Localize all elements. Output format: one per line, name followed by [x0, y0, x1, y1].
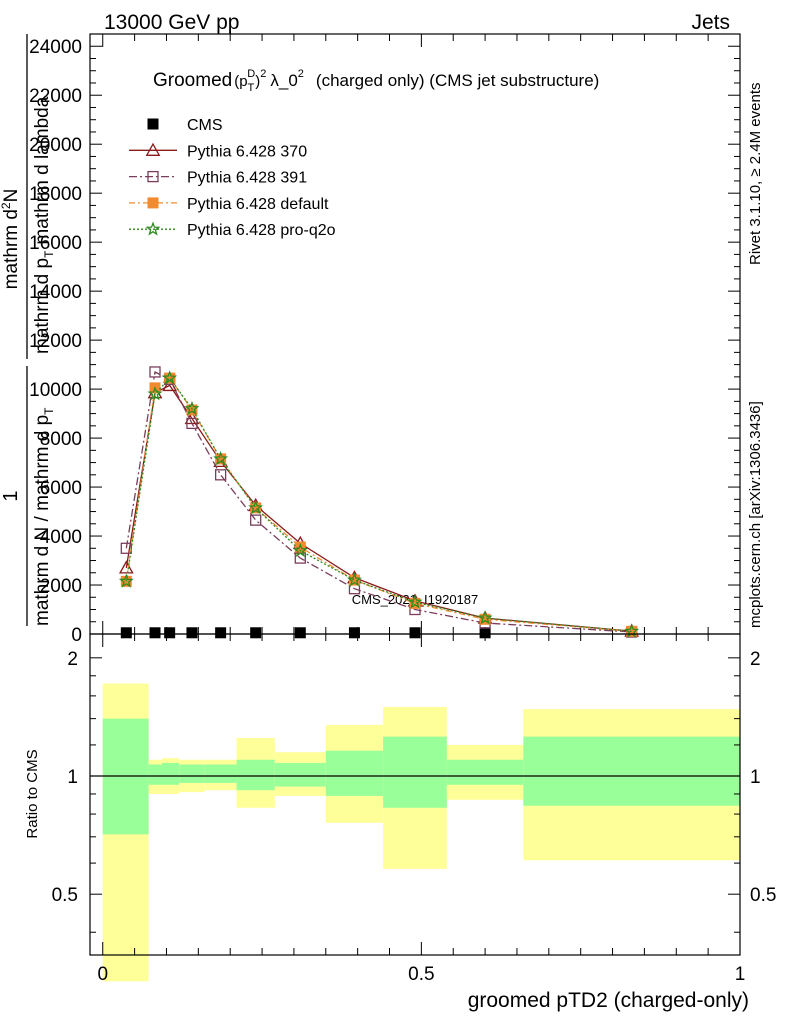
series-0-point-8 [409, 627, 421, 639]
main-ytick-label-5: 10000 [29, 380, 82, 401]
main-ytick-label-1: 2000 [40, 576, 82, 597]
side-text-rivet: Rivet 3.1.10, ≥ 2.4M events [747, 83, 764, 266]
legend-marker-0 [147, 118, 159, 130]
series-2-point-3 [186, 417, 198, 430]
legend-marker-3 [147, 197, 159, 209]
ratio-band-inner-9 [446, 759, 524, 785]
series-4-point-3 [184, 400, 200, 416]
ratio-ytick-label-left-1: 1 [67, 767, 78, 788]
legend-marker-1 [145, 142, 161, 156]
series-0-point-2 [164, 627, 176, 639]
main-ytick-label-6: 12000 [29, 331, 82, 352]
ratio-band-inner-5 [236, 759, 275, 791]
legend-marker-4 [145, 221, 161, 236]
x-axis-label: groomed pTD2 (charged-only) [468, 989, 749, 1012]
ratio-ytick-label-left-2: 2 [67, 649, 78, 670]
ratio-band-inner-8 [383, 736, 447, 808]
main-ytick-label-2: 4000 [40, 527, 82, 548]
main-ytick-label-8: 16000 [29, 233, 82, 254]
series-3-point-3 [186, 404, 198, 416]
series-4-point-9 [477, 610, 493, 625]
series-4-point-7 [346, 572, 362, 587]
series-0-point-3 [186, 627, 198, 639]
series-0-point-1 [149, 627, 161, 639]
side-text-mcplots: mcplots.cern.ch [arXiv:1306.3436] [747, 401, 764, 628]
ylabel-num: 1 [0, 490, 22, 501]
main-ytick-label-0: 0 [71, 625, 82, 646]
chart-title: Groomed (pTD)2 λ_02 (charged only) (CMS jet… [153, 68, 599, 94]
series-2-point-5 [250, 514, 262, 526]
series-4-point-2 [162, 370, 178, 385]
series-0-point-5 [250, 627, 262, 639]
legend-label-4: Pythia 6.428 pro-q2o [187, 222, 336, 239]
legend-label-0: CMS [187, 117, 223, 134]
ylabel-num2: mathrm d2N [0, 189, 22, 290]
series-4-point-0 [118, 573, 134, 588]
ratio-xtick-label-1: 0.5 [408, 964, 434, 985]
ratio-y-axis-label: Ratio to CMS [24, 749, 41, 838]
ratio-plot-area: 0 0.5 1 0.5 0.5 1 1 2 2 [52, 633, 776, 985]
main-ytick-label-4: 8000 [40, 429, 82, 450]
ylabel-den2: mathrm d pTmathrm d lambda [32, 96, 56, 354]
ratio-band-inner-10 [523, 736, 740, 806]
main-ytick-label-3: 6000 [40, 478, 82, 499]
legend-label-1: Pythia 6.428 370 [187, 143, 307, 160]
legend: CMS Pythia 6.428 370 Pythia 6.428 391 Pythi… [129, 117, 336, 239]
series-2-point-4 [214, 469, 227, 481]
series-4-point-5 [248, 500, 264, 515]
ylabel-den: mathrm d N / mathrm d pT [32, 407, 56, 626]
series-3-point-6 [294, 541, 306, 553]
ratio-ytick-label-right-0: 0.5 [750, 885, 776, 906]
series-2-point-1 [149, 366, 161, 378]
ratio-band-inner-3 [179, 764, 205, 783]
header-right: Jets [691, 11, 730, 34]
ratio-band-inner-1 [148, 764, 163, 785]
ratio-xtick-label-0: 0 [97, 964, 108, 985]
ratio-ytick-label-right-1: 1 [750, 767, 761, 788]
series-0-point-6 [294, 627, 306, 639]
series-4-point-8 [407, 594, 423, 609]
main-ytick-label-10: 20000 [29, 135, 82, 156]
main-ytick-label-7: 14000 [29, 282, 82, 303]
header-left: 13000 GeV pp [104, 11, 239, 34]
ratio-band-inner-7 [325, 750, 384, 796]
series-4-point-6 [292, 542, 308, 558]
legend-label-3: Pythia 6.428 default [187, 196, 329, 213]
series-3-point-9 [479, 613, 491, 625]
main-ytick-label-9: 18000 [29, 184, 82, 205]
series-4-point-4 [213, 451, 229, 466]
ratio-band-inner-6 [274, 762, 326, 787]
legend-marker-2 [147, 170, 159, 183]
ratio-band-inner-2 [162, 762, 180, 785]
series-0-point-7 [348, 627, 360, 639]
ratio-xtick-label-2: 1 [735, 964, 746, 985]
ratio-frame [89, 633, 741, 956]
ratio-ytick-label-left-0: 0.5 [52, 885, 78, 906]
series-0-point-0 [120, 627, 132, 639]
ratio-ytick-label-right-2: 2 [750, 649, 761, 670]
series-1-point-0 [118, 560, 134, 574]
series-4-point-1 [147, 386, 163, 401]
main-plot-area: 0 2000 4000 6000 8000 10000 12000 14000 16000 180… [29, 33, 741, 646]
legend-label-2: Pythia 6.428 391 [187, 170, 307, 187]
main-ytick-label-12: 24000 [29, 37, 82, 58]
series-0-point-4 [215, 627, 227, 639]
ratio-band-inner-4 [204, 764, 237, 783]
main-ytick-label-11: 22000 [29, 86, 82, 107]
main-y-axis-label: 1 mathrm d N / mathrm d pT mathrm d2N ma… [0, 34, 56, 626]
